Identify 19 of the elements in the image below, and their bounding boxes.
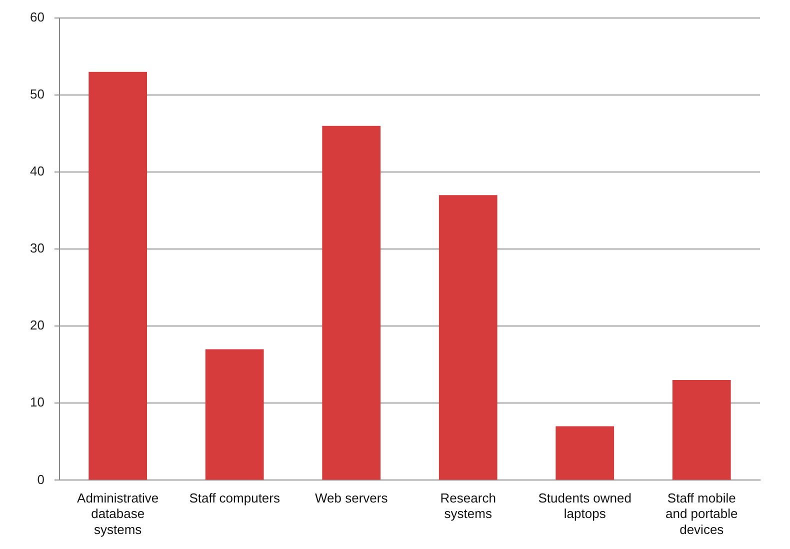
bar	[556, 426, 614, 480]
x-tick-label: Web servers	[314, 490, 388, 506]
y-tick-label: 60	[30, 10, 44, 25]
bar	[205, 349, 264, 480]
x-tick-label: Staff computers	[189, 490, 280, 506]
bar	[322, 126, 381, 480]
y-tick-label: 10	[30, 394, 44, 410]
y-tick-label: 20	[30, 318, 44, 333]
y-tick-label: 50	[30, 86, 44, 102]
bar	[88, 72, 148, 480]
y-tick-label: 0	[37, 472, 44, 487]
bar	[438, 195, 498, 480]
y-tick-label: 30	[30, 240, 44, 256]
bar	[672, 380, 731, 480]
y-tick-label: 40	[30, 164, 44, 179]
x-tick-label: Students owned laptops	[538, 490, 632, 522]
x-tick-label: Administrative database systems	[77, 490, 159, 537]
x-tick-label: Research systems	[440, 490, 496, 522]
x-tick-label: Staff mobile and portable devices	[665, 490, 738, 537]
